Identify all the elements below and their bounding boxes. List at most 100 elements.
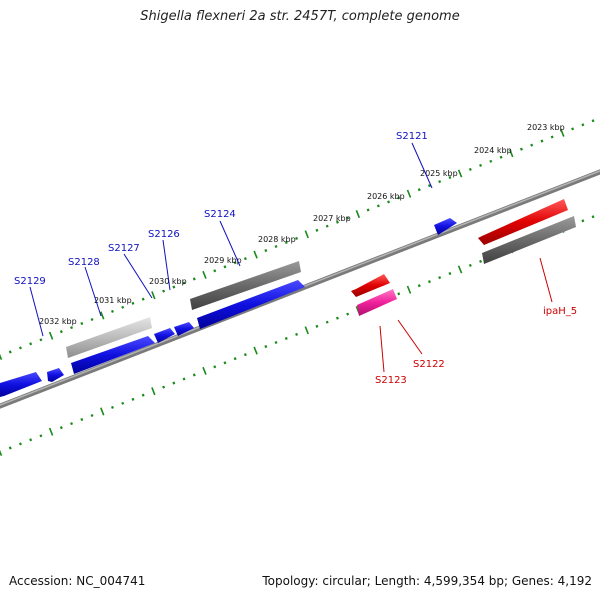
inner-ruler-minor-tick [284,336,288,340]
gene-arrow-ipaH_5[interactable] [478,199,568,245]
gene-arrow-S2127[interactable] [154,328,175,343]
inner-ruler-minor-tick [162,385,166,389]
outer-ruler-major-tick [509,149,514,158]
label-leaders [29,142,553,373]
inner-ruler-minor-tick [80,418,84,422]
tick-label-2030: 2030 kbp [149,277,187,286]
outer-ruler-minor-tick [162,289,166,293]
outer-ruler-major-tick [0,353,3,361]
outer-ruler-minor-tick [335,220,339,224]
outer-ruler-major-tick [202,270,207,279]
leader-S2126 [162,239,171,291]
inner-ruler-minor-tick [70,422,74,426]
outer-ruler-minor-tick [18,346,22,350]
gene-label-S2127[interactable]: S2127 [108,243,140,254]
feature-bar-light [66,317,152,358]
gene-label-S2128[interactable]: S2128 [68,257,100,268]
feature-bar-dark [190,261,301,310]
outer-ruler-minor-tick [591,119,595,123]
gene-label-S2129[interactable]: S2129 [14,276,46,287]
gene-arrow-S2124[interactable] [197,280,305,329]
inner-ruler-minor-tick [121,401,125,405]
outer-ruler-major-tick [151,291,156,300]
outer-ruler-minor-tick [376,204,380,208]
inner-ruler-minor-tick [131,397,135,401]
inner-ruler-major-tick [304,326,309,335]
inner-ruler-minor-tick [192,373,196,377]
leader-S2122 [397,319,423,355]
outer-ruler-minor-tick [315,228,319,232]
outer-ruler-major-tick [48,331,54,340]
gene-label-ipaH_5[interactable]: ipaH_5 [543,306,577,317]
leader-S2127 [123,253,153,299]
inner-ruler-minor-tick [315,324,319,328]
inner-ruler-minor-tick [182,377,186,381]
outer-ruler-minor-tick [346,216,350,220]
gene-arrow-S2128[interactable] [71,336,155,374]
inner-ruler-minor-tick [438,276,442,280]
outer-ruler-major-tick [100,311,105,320]
outer-ruler-minor-tick [366,208,370,212]
outer-ruler-minor-tick [295,236,299,240]
outer-ruler-minor-tick [39,338,43,342]
gene-label-S2121[interactable]: S2121 [396,131,428,142]
outer-ruler-minor-tick [417,188,421,192]
inner-ruler-minor-tick [59,426,63,430]
tick-label-2023: 2023 kbp [527,123,565,132]
gene-arrow-S2126[interactable] [174,322,194,336]
outer-ruler-minor-tick [540,139,544,143]
inner-ruler-major-tick [48,427,54,436]
leader-S2124 [219,220,241,267]
gene-label-S2126[interactable]: S2126 [148,229,180,240]
outer-ruler-major-tick [560,128,565,137]
outer-ruler-minor-tick [530,143,534,147]
tick-label-2032: 2032 kbp [39,317,77,326]
inner-ruler-minor-tick [29,438,33,442]
tick-labels: 2023 kbp 2024 kbp 2025 kbp 2026 kbp 2027… [39,123,565,326]
leader-S2129 [29,286,44,337]
leader-S2121 [411,142,433,189]
outer-ruler-minor-tick [90,317,94,322]
gene-labels: S2121 S2124 S2126 S2127 S2128 S2129 ipaH… [14,131,577,386]
gene-arrow-S2121[interactable] [434,218,457,235]
inner-ruler-minor-tick [141,393,145,397]
inner-ruler-minor-tick [479,259,483,263]
gene-arrow-small-1[interactable] [47,368,64,382]
outer-ruler-minor-tick [581,123,585,127]
inner-ruler-minor-tick [172,381,176,385]
inner-ruler-minor-tick [90,413,94,418]
gene-label-S2123[interactable]: S2123 [375,375,407,386]
outer-ruler-minor-tick [243,257,247,261]
outer-ruler-minor-tick [213,269,217,273]
outer-ruler-minor-tick [80,322,84,326]
gene-arrow-S2123[interactable] [357,289,397,316]
tick-label-2024: 2024 kbp [474,146,512,155]
outer-ruler-minor-tick [274,244,278,249]
outer-ruler-minor-tick [59,330,63,334]
inner-ruler-minor-tick [110,405,114,409]
outer-ruler-minor-tick [499,155,503,159]
tick-label-2029: 2029 kbp [204,256,242,265]
outer-ruler-major-tick [457,169,463,178]
outer-ruler-minor-tick [29,342,33,346]
outer-ruler-minor-tick [172,285,176,289]
gene-arrow-S2122[interactable] [351,274,390,297]
outer-ruler-major-tick [253,250,258,259]
leader-S2123 [379,325,385,373]
gene-arrow-S2129[interactable] [0,372,42,397]
outer-ruler-minor-tick [223,265,227,269]
outer-ruler-minor-tick [387,200,391,204]
outer-ruler-minor-tick [519,147,523,151]
map-title: Shigella flexneri 2a str. 2457T, complet… [140,9,460,24]
gene-label-S2124[interactable]: S2124 [204,209,236,220]
outer-ruler-minor-tick [427,184,431,188]
inner-ruler-minor-tick [8,446,12,450]
outer-ruler-minor-tick [325,224,329,228]
inner-ruler-minor-tick [581,219,585,223]
outer-tick-ruler [0,119,595,361]
inner-ruler-major-tick [151,387,156,396]
inner-ruler-major-tick [0,449,3,457]
inner-ruler-minor-tick [213,365,217,369]
outer-ruler-major-tick [406,189,412,198]
gene-label-S2122[interactable]: S2122 [413,359,445,370]
